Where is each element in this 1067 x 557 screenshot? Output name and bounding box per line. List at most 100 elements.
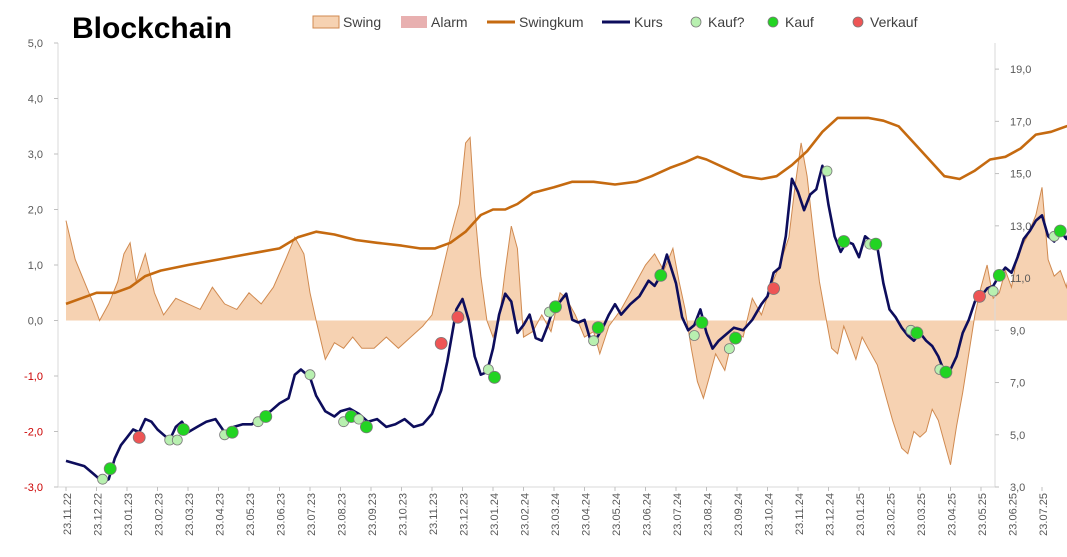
kauf-maybe-marker [724,343,735,355]
kauf-marker [225,425,239,439]
x-axis-tick-label: 23.06.25 [1008,493,1020,536]
x-axis-tick-label: 23.02.25 [886,493,898,536]
legend-label: Swing [343,14,381,30]
legend-label: Kurs [634,14,663,30]
verkauf-marker [434,336,448,350]
x-axis-tick-label: 23.04.24 [581,493,593,536]
x-axis-tick-label: 23.03.24 [550,493,562,536]
left-axis-tick-label: 0,0 [28,316,43,328]
kauf-maybe-marker [588,335,599,347]
x-axis-tick-label: 23.09.23 [367,493,379,536]
x-axis-tick-label: 23.05.25 [977,493,989,536]
verkauf-marker [132,430,146,444]
verkauf-marker [451,310,465,324]
right-axis-tick-label: 11,0 [1010,273,1031,285]
kauf-marker [654,268,668,282]
verkauf-marker [767,282,780,295]
right-axis-tick-label: 17,0 [1010,116,1031,128]
kauf-maybe-marker [821,165,833,177]
marker-layer [97,165,1067,485]
swingkum-line [65,116,1067,306]
x-axis-tick-label: 23.01.23 [123,493,135,536]
x-axis-tick-label: 23.03.23 [184,493,196,536]
left-axis-tick-label: -2,0 [24,427,43,439]
verkauf-marker [973,289,986,303]
x-axis-tick-label: 23.12.23 [459,493,471,536]
x-axis-tick-label: 23.05.23 [245,493,257,536]
kauf-maybe-marker [97,473,108,485]
kauf-maybe-marker [353,413,365,425]
kauf-marker [549,300,562,314]
right-axis-tick-label: 13,0 [1010,221,1031,233]
swing-area-layer [65,136,1067,465]
kauf-maybe-marker [987,285,999,297]
legend-label: Kauf? [708,14,745,30]
left-axis-tick-label: -3,0 [24,482,43,494]
x-axis-tick-label: 23.04.25 [947,493,959,536]
right-axis-tick-label: 15,0 [1010,169,1031,181]
left-axis-tick-label: 1,0 [28,260,43,272]
x-axis-tick-label: 23.11.24 [794,493,806,535]
right-axis-tick-label: 3,0 [1010,482,1025,494]
kauf-marker [729,331,742,345]
kauf-marker [591,321,605,335]
x-axis-tick-label: 23.12.24 [825,493,837,536]
x-axis-tick-label: 23.11.23 [428,493,440,535]
swing-area [66,137,1067,465]
legend-swatch-kauf-maybe [690,16,702,28]
left-axis-tick-label: 3,0 [28,149,43,161]
kauf-marker [837,235,851,248]
kauf-marker [488,370,501,384]
kauf-maybe-marker [688,330,700,341]
swingkum-line-layer [65,116,1067,306]
x-axis-tick-label: 23.07.23 [306,493,318,536]
kauf-marker [259,410,273,423]
kauf-marker [103,462,117,476]
chart-title: Blockchain [72,12,232,45]
kauf-marker [359,420,373,434]
legend-label: Swingkum [519,14,584,30]
x-axis-tick-label: 23.01.25 [855,493,867,536]
x-axis-tick-label: 23.07.25 [1038,493,1050,536]
legend-label: Alarm [431,14,468,30]
kauf-marker [992,268,1006,282]
x-axis-tick-label: 23.10.23 [398,493,410,536]
right-axis-tick-label: 5,0 [1010,430,1025,442]
kauf-marker [1053,224,1067,238]
x-axis-tick-label: 23.05.24 [611,493,623,536]
left-axis-tick-label: 5,0 [28,38,43,50]
x-axis-tick-label: 23.08.23 [337,493,349,536]
axes-layer: 5,0 4,0 3,0 2,0 1,0 0,0 -1,0 -2,0 -3,0 19,0 17,0 15… [24,38,1050,536]
x-axis-tick-label: 23.06.24 [642,493,654,536]
x-axis-tick-label: 23.02.23 [154,493,166,536]
x-axis-tick-label: 23.09.24 [733,493,745,536]
x-axis-tick-label: 23.08.24 [703,493,715,536]
right-axis-tick-label: 9,0 [1010,325,1025,337]
right-axis-tick-label: 19,0 [1010,64,1031,76]
right-axis-tick-label: 7,0 [1010,378,1025,390]
kauf-marker [869,237,883,251]
x-axis-tick-label: 23.12.22 [93,493,105,536]
legend-swatch-verkauf [852,16,864,28]
x-axis-tick-label: 23.07.24 [672,493,684,536]
kauf-marker [176,423,190,436]
kauf-maybe-marker [171,434,183,446]
kauf-maybe-marker [304,369,316,381]
kauf-marker [695,316,709,329]
left-axis-tick-label: 2,0 [28,205,43,217]
swing-area-outline [65,136,1067,465]
x-axis-tick-label: 23.02.24 [520,493,532,536]
x-axis-tick-label: 23.01.24 [489,493,501,536]
left-axis-tick-label: -1,0 [24,371,43,383]
x-axis-tick-label: 23.06.23 [276,493,288,536]
x-axis-tick-label: 23.10.24 [764,493,776,536]
legend-label: Verkauf [870,14,918,30]
x-axis-tick-label: 23.03.25 [916,493,928,536]
kauf-marker [910,326,924,340]
x-axis-tick-label: 23.04.23 [215,493,227,536]
legend-label: Kauf [785,14,814,30]
kauf-marker [939,365,953,379]
left-axis-tick-label: 4,0 [28,94,43,106]
